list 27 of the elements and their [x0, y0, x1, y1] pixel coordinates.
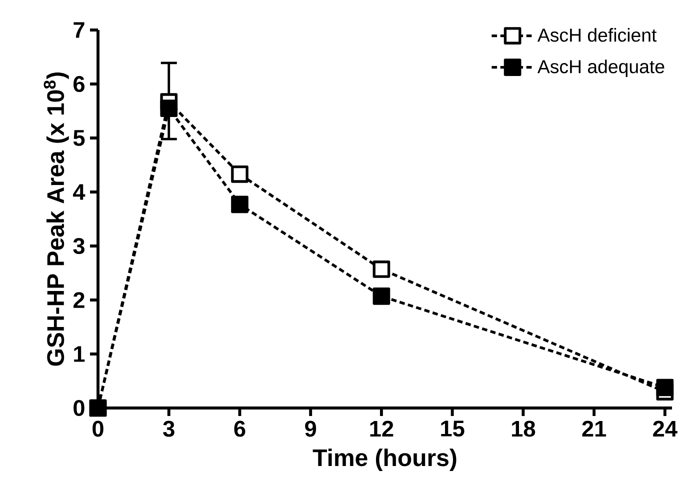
y-tick-label: 5 — [73, 130, 85, 146]
y-tick-label: 7 — [74, 22, 84, 38]
point — [231, 166, 248, 183]
point — [231, 196, 248, 214]
y-tick-label: 1 — [74, 346, 85, 362]
y-tick-label: 0 — [74, 400, 84, 416]
x-tick-label: 15 — [441, 420, 464, 437]
point — [372, 288, 390, 305]
y-tick-label: 6 — [74, 76, 84, 92]
y-tick-label: 4 — [73, 184, 86, 200]
legend-label: AscH adequate — [537, 60, 664, 77]
y-axis-title: GSH-HP Peak Area (x 10$^{8}$) — [44, 72, 69, 366]
point — [160, 100, 178, 117]
x-tick-label: 12 — [370, 420, 394, 437]
y-tick-label: 2 — [73, 292, 84, 308]
x-tick-label: 24 — [653, 420, 678, 437]
point — [656, 378, 674, 396]
legend-label: AscH deficient — [537, 28, 657, 42]
point — [372, 260, 390, 278]
x-tick-label: 6 — [234, 420, 246, 437]
x-tick-label: 3 — [163, 420, 174, 437]
x-tick-label: 21 — [582, 420, 606, 437]
x-axis-title: Time (hours) — [312, 448, 456, 471]
x-tick-label: 0 — [92, 420, 104, 437]
y-tick-label: 3 — [73, 238, 84, 254]
x-tick-label: 18 — [512, 420, 536, 437]
x-tick-label: 9 — [305, 420, 316, 437]
